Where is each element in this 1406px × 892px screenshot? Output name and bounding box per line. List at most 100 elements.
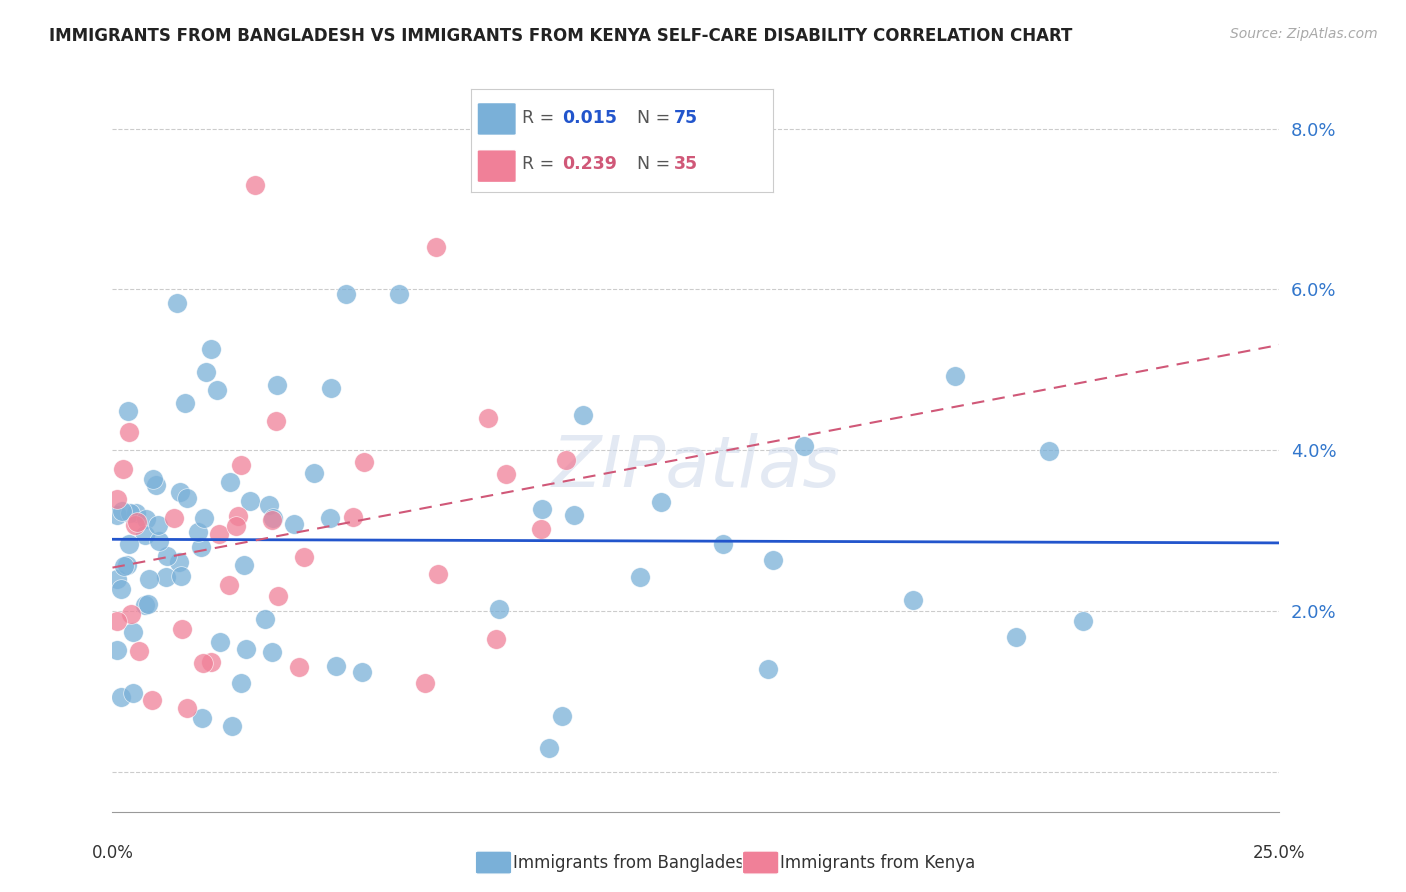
- Point: [200, 655, 222, 669]
- Point: [903, 592, 925, 607]
- Point: [170, 569, 193, 583]
- Point: [427, 567, 450, 582]
- Point: [125, 506, 148, 520]
- Point: [413, 675, 436, 690]
- Point: [288, 659, 311, 673]
- Point: [105, 643, 128, 657]
- Point: [115, 558, 138, 572]
- Point: [530, 502, 553, 516]
- Point: [148, 534, 170, 549]
- Point: [122, 686, 145, 700]
- Point: [205, 384, 228, 398]
- Point: [713, 537, 735, 551]
- Text: Immigrants from Bangladesh: Immigrants from Bangladesh: [513, 854, 755, 871]
- Point: [105, 491, 128, 506]
- Point: [229, 458, 252, 472]
- FancyBboxPatch shape: [477, 103, 516, 136]
- Point: [118, 506, 141, 520]
- Point: [325, 659, 347, 673]
- Point: [335, 286, 357, 301]
- Point: [145, 478, 167, 492]
- Point: [538, 740, 561, 755]
- Point: [756, 662, 779, 676]
- Point: [200, 342, 222, 356]
- Point: [111, 504, 134, 518]
- Point: [484, 632, 506, 646]
- Text: 0.239: 0.239: [562, 155, 617, 173]
- Point: [134, 528, 156, 542]
- Point: [550, 709, 572, 723]
- Point: [105, 572, 128, 586]
- Point: [254, 612, 277, 626]
- Point: [235, 641, 257, 656]
- Point: [190, 540, 212, 554]
- Text: 0.015: 0.015: [562, 109, 617, 127]
- Point: [266, 378, 288, 392]
- Point: [141, 693, 163, 707]
- Point: [193, 510, 215, 524]
- Point: [120, 607, 142, 621]
- Point: [488, 602, 510, 616]
- Point: [319, 511, 342, 525]
- Point: [529, 522, 551, 536]
- Point: [319, 381, 342, 395]
- Point: [110, 690, 132, 704]
- Point: [142, 472, 165, 486]
- Point: [221, 719, 243, 733]
- Point: [169, 485, 191, 500]
- Point: [1038, 444, 1060, 458]
- Point: [562, 508, 585, 522]
- Point: [243, 178, 266, 192]
- Text: 75: 75: [673, 109, 697, 127]
- Point: [117, 404, 139, 418]
- Point: [105, 508, 128, 522]
- Point: [166, 296, 188, 310]
- Point: [264, 414, 287, 428]
- Point: [257, 498, 280, 512]
- Point: [146, 518, 169, 533]
- Text: 0.0%: 0.0%: [91, 844, 134, 862]
- FancyBboxPatch shape: [477, 150, 516, 183]
- Point: [110, 582, 132, 596]
- Text: Source: ZipAtlas.com: Source: ZipAtlas.com: [1230, 27, 1378, 41]
- Point: [163, 511, 186, 525]
- Point: [262, 513, 284, 527]
- Point: [292, 550, 315, 565]
- Point: [127, 515, 149, 529]
- Point: [138, 597, 160, 611]
- Point: [628, 570, 651, 584]
- Point: [555, 452, 578, 467]
- Point: [187, 525, 209, 540]
- Point: [111, 461, 134, 475]
- Point: [232, 558, 254, 573]
- Point: [388, 286, 411, 301]
- Point: [155, 570, 177, 584]
- Point: [1004, 630, 1026, 644]
- Point: [169, 555, 191, 569]
- Text: IMMIGRANTS FROM BANGLADESH VS IMMIGRANTS FROM KENYA SELF-CARE DISABILITY CORRELA: IMMIGRANTS FROM BANGLADESH VS IMMIGRANTS…: [49, 27, 1073, 45]
- Point: [118, 537, 141, 551]
- Point: [302, 466, 325, 480]
- Point: [218, 475, 240, 490]
- Point: [208, 526, 231, 541]
- Point: [262, 511, 284, 525]
- Text: N =: N =: [637, 155, 676, 173]
- Point: [353, 455, 375, 469]
- Text: 35: 35: [673, 155, 697, 173]
- Point: [226, 509, 249, 524]
- Point: [352, 665, 374, 680]
- Point: [118, 425, 141, 439]
- Point: [122, 625, 145, 640]
- Point: [495, 467, 517, 482]
- Point: [191, 656, 214, 670]
- Point: [425, 240, 447, 254]
- Point: [174, 395, 197, 409]
- Point: [943, 369, 966, 384]
- Point: [156, 549, 179, 564]
- Point: [225, 519, 247, 533]
- Point: [283, 516, 305, 531]
- Text: R =: R =: [523, 109, 560, 127]
- Point: [1071, 614, 1094, 628]
- Point: [195, 365, 218, 379]
- Text: ZIPatlas: ZIPatlas: [551, 434, 841, 502]
